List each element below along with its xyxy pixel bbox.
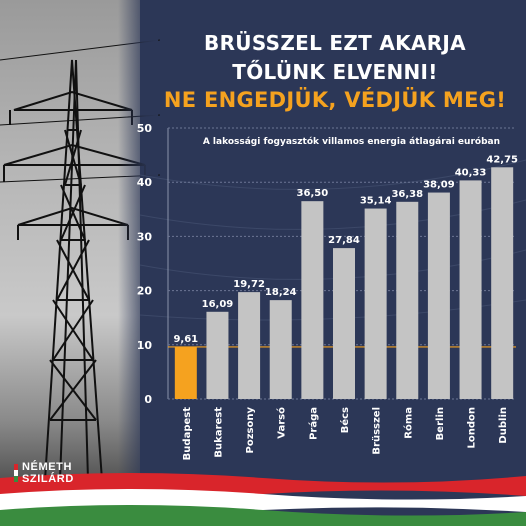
bar-7 — [396, 201, 419, 399]
category-label: Berlin — [435, 407, 446, 440]
value-label: 19,72 — [233, 279, 265, 290]
headline-line-1: BRÜSSZEL EZT AKARJA — [204, 31, 466, 55]
headline-line-3: NE ENGEDJÜK, VÉDJÜK MEG! — [163, 88, 507, 112]
value-label: 16,09 — [202, 299, 234, 310]
value-label: 38,09 — [423, 180, 455, 191]
headline-line-2: TŐLÜNK ELVENNI! — [232, 60, 438, 84]
category-label: Brüsszel — [372, 407, 383, 455]
value-label: 35,14 — [360, 196, 392, 207]
bar-9 — [459, 180, 482, 399]
flag-mark-icon — [14, 464, 18, 482]
bar-2 — [238, 292, 261, 399]
value-label: 40,33 — [455, 167, 487, 178]
y-tick-label: 20 — [137, 285, 153, 298]
bar-0 — [174, 346, 197, 399]
y-tick-label: 40 — [137, 176, 153, 189]
bar-3 — [269, 300, 292, 399]
value-label: 9,61 — [173, 334, 198, 345]
category-label: Dublin — [498, 407, 509, 444]
value-label: 27,84 — [328, 235, 360, 246]
category-label: Budapest — [182, 407, 193, 461]
category-label: Varsó — [276, 407, 288, 439]
y-tick-label: 10 — [137, 339, 153, 352]
category-label: London — [467, 407, 478, 449]
bar-1 — [206, 311, 229, 399]
category-label: Pozsony — [245, 407, 256, 454]
bar-4 — [301, 201, 324, 399]
bar-5 — [333, 248, 355, 399]
y-tick-label: 30 — [137, 230, 153, 243]
hungarian-flag-ribbon — [0, 473, 526, 526]
bar-8 — [427, 192, 450, 399]
category-label: Bécs — [339, 407, 351, 433]
bar-6 — [364, 208, 387, 399]
logo: NÉMETH SZILÁRD — [14, 462, 124, 486]
value-label: 42,75 — [486, 154, 518, 165]
logo-line-2: SZILÁRD — [22, 473, 74, 485]
category-label: Róma — [402, 407, 414, 439]
bar-10 — [491, 167, 514, 399]
logo-line-1: NÉMETH — [22, 461, 73, 473]
category-label: Bukarest — [213, 407, 224, 458]
value-label: 36,50 — [297, 188, 329, 199]
y-tick-label: 50 — [137, 122, 153, 135]
y-tick-label: 0 — [144, 393, 152, 406]
value-label: 18,24 — [265, 287, 297, 298]
value-label: 36,38 — [391, 189, 423, 200]
category-label: Prága — [307, 407, 319, 440]
chart-subtitle: A lakossági fogyasztók villamos energia … — [203, 136, 500, 147]
